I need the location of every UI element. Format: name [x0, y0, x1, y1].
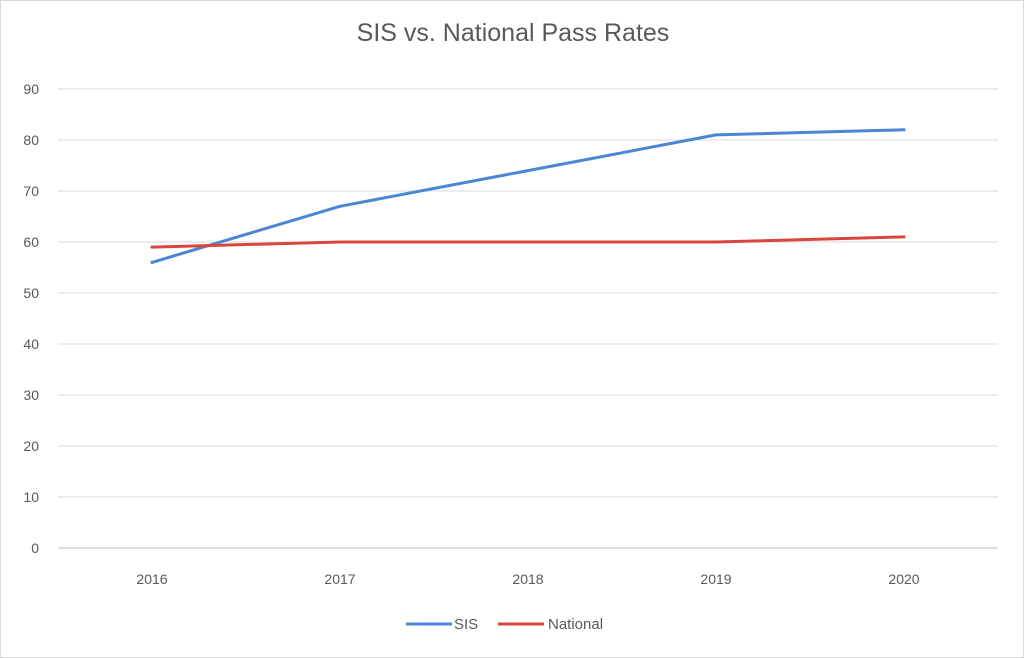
data-point-sis — [150, 260, 154, 264]
y-tick-label: 60 — [23, 234, 39, 250]
y-tick-label: 50 — [23, 285, 39, 301]
legend-label-sis: SIS — [454, 616, 478, 633]
x-tick-label: 2019 — [700, 571, 731, 587]
x-tick-label: 2017 — [324, 571, 355, 587]
x-tick-label: 2018 — [512, 571, 543, 587]
y-tick-label: 10 — [23, 489, 39, 505]
y-tick-label: 20 — [23, 438, 39, 454]
y-tick-label: 40 — [23, 336, 39, 352]
y-tick-label: 90 — [23, 81, 39, 97]
y-tick-label: 0 — [31, 540, 39, 556]
data-point-national — [714, 240, 718, 244]
y-tick-label: 70 — [23, 183, 39, 199]
data-point-national — [150, 245, 154, 249]
x-tick-label: 2016 — [136, 571, 167, 587]
data-point-sis — [714, 133, 718, 137]
x-tick-label: 2020 — [888, 571, 919, 587]
data-point-sis — [338, 204, 342, 208]
y-tick-label: 80 — [23, 132, 39, 148]
chart-title: SIS vs. National Pass Rates — [356, 19, 670, 47]
data-point-national — [526, 240, 530, 244]
data-point-national — [902, 235, 906, 239]
data-point-national — [338, 240, 342, 244]
legend-label-national: National — [548, 616, 603, 633]
data-point-sis — [526, 169, 530, 173]
data-point-sis — [902, 128, 906, 132]
y-tick-label: 30 — [23, 387, 39, 403]
